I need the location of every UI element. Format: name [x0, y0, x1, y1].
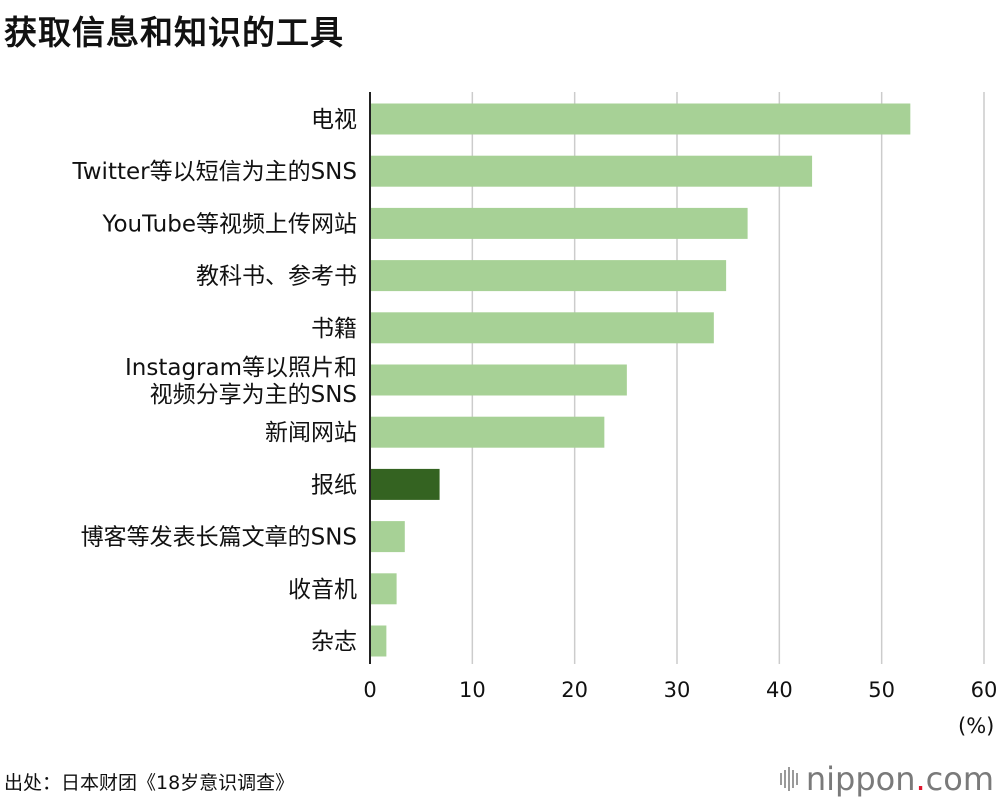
source-note: 出处：日本财团《18岁意识调查》: [4, 772, 295, 794]
category-label: 报纸: [311, 472, 357, 498]
brand-suffix: com: [925, 760, 994, 798]
x-tick-label: 0: [363, 678, 376, 702]
category-label: 电视: [311, 107, 357, 133]
bar: [370, 468, 440, 500]
x-tick-label: 10: [459, 678, 486, 702]
tick-labels: 0 10 20 30 40 50 60: [363, 678, 997, 702]
category-label: Twitter等以短信为主的SNS: [72, 159, 358, 185]
bar: [370, 260, 727, 292]
category-label: 杂志: [311, 629, 357, 655]
bar: [370, 573, 397, 605]
bar: [370, 155, 813, 187]
brand-dot: .: [915, 760, 926, 798]
bar: [370, 312, 714, 344]
bar: [370, 416, 605, 448]
x-tick-label: 40: [766, 678, 793, 702]
bar: [370, 625, 387, 657]
x-tick-label: 50: [868, 678, 895, 702]
brand-logo: nippon. com: [779, 760, 994, 798]
category-label: Instagram等以照片和视频分享为主的SNS: [125, 355, 357, 408]
x-tick-label: 60: [971, 678, 998, 702]
category-label: 收音机: [288, 577, 357, 603]
category-label: 新闻网站: [265, 420, 357, 446]
category-label: YouTube等视频上传网站: [101, 211, 357, 237]
x-axis-unit: (%): [958, 714, 995, 738]
category-labels: 电视 Twitter等以短信为主的SNS YouTube等视频上传网站教科书、参考书…: [72, 107, 358, 655]
bar: [370, 521, 405, 553]
category-label: 博客等发表长篇文章的SNS: [81, 525, 357, 551]
category-label: 书籍: [311, 316, 357, 342]
bar: [370, 207, 748, 239]
category-label: 教科书、参考书: [196, 264, 357, 290]
chart-title: 获取信息和知识的工具: [4, 13, 344, 52]
category-label-line: Instagram等以照片和: [125, 355, 357, 381]
x-tick-label: 20: [561, 678, 588, 702]
bars: [370, 103, 911, 657]
brand-mark-icon: [779, 767, 798, 791]
brand-name: nippon: [805, 760, 916, 798]
x-tick-label: 30: [664, 678, 691, 702]
bar: [370, 364, 627, 396]
bar: [370, 103, 911, 135]
category-label-line: 视频分享为主的SNS: [150, 382, 357, 408]
